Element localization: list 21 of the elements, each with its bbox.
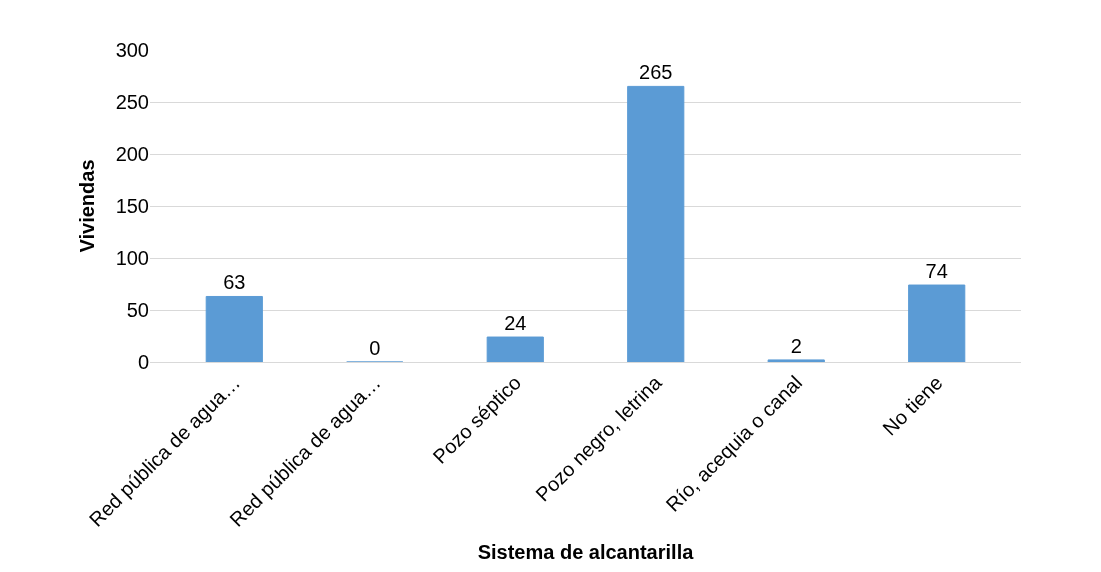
bar [767,359,825,362]
bar [627,85,685,362]
y-tick-label: 250 [115,91,149,113]
x-axis-title: Sistema de alcantarilla [477,541,695,564]
data-label: 24 [504,312,527,335]
bar [486,336,544,362]
y-tick-label: 50 [126,299,149,321]
y-tick-label: 300 [115,39,149,61]
y-tick-label: 100 [115,247,149,269]
y-tick-label: 0 [137,351,149,373]
y-axis-title: Viviendas [76,159,99,253]
bar [205,295,263,362]
y-tick-label: 150 [115,195,149,217]
y-tick-label: 200 [115,143,149,165]
x-tick-label: No tiene [878,371,947,440]
data-label: 2 [790,334,802,357]
data-label: 265 [639,61,673,84]
data-label: 0 [369,337,381,359]
data-label: 74 [925,260,948,283]
data-label: 63 [223,271,246,294]
bar [908,284,966,362]
